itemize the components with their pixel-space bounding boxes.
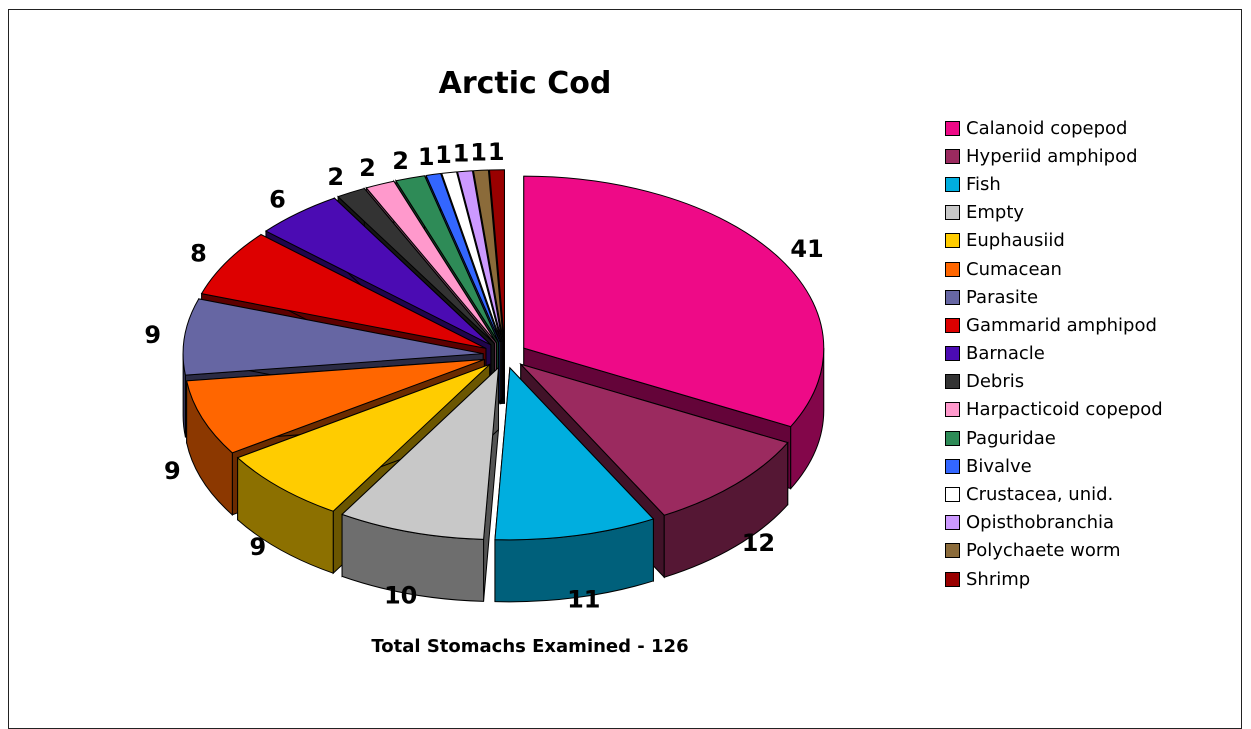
legend-label: Harpacticoid copepod [966,399,1163,421]
legend-swatch [945,205,960,221]
data-label-cumacean: 9 [164,457,181,485]
legend-swatch [945,346,960,362]
legend-swatch [945,317,960,333]
legend-swatch [945,148,960,164]
legend-item-barnacle: Barnacle [945,340,1163,368]
data-label-euphausiid: 9 [249,533,266,561]
legend-item-debris: Debris [945,368,1163,396]
data-label-debris: 2 [327,163,344,191]
legend-label: Calanoid copepod [966,117,1128,139]
legend-item-paguridae: Paguridae [945,424,1163,452]
legend-swatch [945,120,960,136]
legend-item-shrimp: Shrimp [945,565,1163,593]
legend-item-fish: Fish [945,170,1163,198]
legend-item-gammarid-amphipod: Gammarid amphipod [945,311,1163,339]
data-label-parasite: 9 [144,321,161,349]
legend-label: Debris [966,371,1025,393]
legend-label: Shrimp [966,568,1031,590]
legend-item-euphausiid: Euphausiid [945,227,1163,255]
data-label-harpacticoid-copepod: 2 [359,154,376,182]
data-label-hyperiid-amphipod: 12 [742,529,775,557]
legend-label: Polychaete worm [966,540,1121,562]
legend-label: Crustacea, unid. [966,484,1114,506]
data-label-bivalve: 1 [418,143,435,171]
legend-item-empty: Empty [945,199,1163,227]
legend-swatch [945,402,960,418]
legend-swatch [945,289,960,305]
legend-label: Bivalve [966,455,1032,477]
legend-label: Parasite [966,286,1039,308]
legend-item-calanoid-copepod: Calanoid copepod [945,114,1163,142]
legend-swatch [945,374,960,390]
data-label-fish: 11 [567,585,600,613]
legend-item-cumacean: Cumacean [945,255,1163,283]
chart-footer: Total Stomachs Examined - 126 [371,636,689,657]
chart-title: Arctic Cod [438,66,612,101]
legend-swatch [945,430,960,446]
legend-item-polychaete-worm: Polychaete worm [945,537,1163,565]
legend-item-hyperiid-amphipod: Hyperiid amphipod [945,142,1163,170]
legend-swatch [945,176,960,192]
legend-swatch [945,233,960,249]
pie-slice-empty [341,366,500,602]
legend-item-opisthobranchia: Opisthobranchia [945,509,1163,537]
data-label-polychaete-worm: 1 [470,139,487,167]
legend-swatch [945,487,960,503]
legend-swatch [945,458,960,474]
legend-swatch [945,571,960,587]
data-label-gammarid-amphipod: 8 [190,240,207,268]
legend-item-harpacticoid-copepod: Harpacticoid copepod [945,396,1163,424]
legend-swatch [945,261,960,277]
legend-label: Cumacean [966,258,1062,280]
data-label-crustacea-unid: 1 [435,141,452,169]
legend-label: Paguridae [966,427,1056,449]
legend-swatch [945,543,960,559]
legend-item-bivalve: Bivalve [945,452,1163,480]
data-label-opisthobranchia: 1 [453,140,470,168]
data-label-barnacle: 6 [269,186,286,214]
legend-label: Opisthobranchia [966,512,1115,534]
legend-label: Barnacle [966,343,1045,365]
data-label-calanoid-copepod: 41 [790,235,823,263]
data-label-shrimp: 1 [488,138,505,166]
chart-legend: Calanoid copepod Hyperiid amphipod Fish Emp… [945,114,1163,593]
legend-swatch [945,515,960,531]
legend-item-crustacea-unid: Crustacea, unid. [945,480,1163,508]
pie-slice-fish [494,366,655,603]
legend-label: Euphausiid [966,230,1065,252]
legend-label: Fish [966,173,1001,195]
data-label-empty: 10 [384,581,417,609]
legend-label: Hyperiid amphipod [966,145,1138,167]
legend-label: Gammarid amphipod [966,314,1157,336]
data-label-paguridae: 2 [392,147,409,175]
legend-item-parasite: Parasite [945,283,1163,311]
legend-label: Empty [966,202,1025,224]
